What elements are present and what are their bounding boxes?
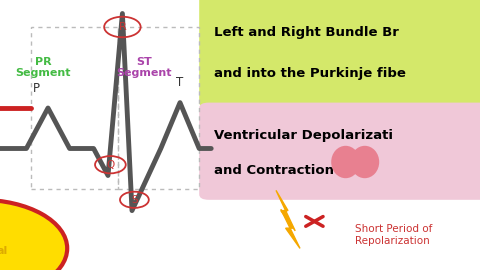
Polygon shape [281,209,300,248]
Ellipse shape [331,146,360,178]
Text: and into the Purkinje fibe: and into the Purkinje fibe [214,68,406,80]
FancyBboxPatch shape [199,103,480,200]
Text: Left and Right Bundle Br: Left and Right Bundle Br [214,26,398,39]
Text: S: S [131,195,138,205]
Text: Ventricular Depolarizati: Ventricular Depolarizati [214,129,393,142]
Text: and Contraction Occu: and Contraction Occu [214,164,375,177]
Text: Short Period of
Repolarization: Short Period of Repolarization [355,224,432,246]
Text: R: R [119,22,126,32]
Text: T: T [176,76,184,89]
Circle shape [0,200,67,270]
Text: ST
Segment: ST Segment [116,57,172,78]
Text: al: al [0,246,8,256]
Text: P: P [33,82,39,94]
Ellipse shape [350,146,379,178]
Text: Q: Q [106,160,115,170]
FancyBboxPatch shape [199,0,480,108]
Polygon shape [276,190,295,231]
Text: PR
Segment: PR Segment [15,57,71,78]
